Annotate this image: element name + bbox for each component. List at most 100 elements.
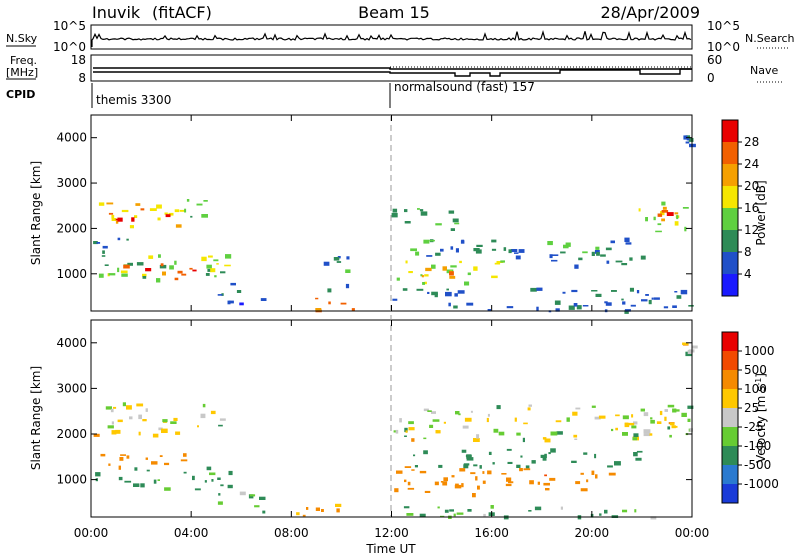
- range-gate-cell: [473, 266, 478, 271]
- power-y-axis: 1000 2000 3000 4000: [56, 131, 692, 281]
- range-gate-cell: [487, 309, 491, 311]
- range-gate-cell: [321, 509, 324, 512]
- echo-region-10: [391, 208, 460, 231]
- range-gate-cell: [604, 301, 608, 304]
- echo-region-9: [323, 256, 351, 293]
- range-gate-cell: [106, 202, 114, 205]
- range-gate-cell: [628, 422, 635, 426]
- echo-region-3: [145, 453, 188, 466]
- range-gate-cell: [423, 437, 427, 440]
- echo-region-16: [638, 201, 689, 233]
- range-gate-cell: [396, 470, 403, 474]
- range-gate-cell: [405, 430, 408, 433]
- nsky-trace: [91, 29, 692, 47]
- range-gate-cell: [206, 264, 212, 269]
- x-tick-label: 08:00: [274, 526, 309, 540]
- range-gate-cell: [180, 459, 188, 462]
- y-tick-label: 4000: [56, 336, 87, 350]
- nsky-tick-bottom: 10^0: [53, 40, 86, 54]
- range-gate-cell: [631, 414, 634, 418]
- range-gate-cell: [443, 421, 446, 424]
- range-gate-cell: [190, 215, 193, 218]
- range-gate-cell: [671, 425, 676, 429]
- range-gate-cell: [159, 455, 163, 457]
- range-gate-cell: [670, 422, 675, 426]
- range-gate-cell: [607, 465, 613, 468]
- range-gate-cell: [615, 260, 623, 263]
- range-gate-cell: [200, 413, 206, 419]
- nsearch-tick-top: 10^5: [707, 19, 740, 33]
- range-gate-cell: [547, 241, 553, 246]
- range-gate-cell: [643, 412, 649, 417]
- range-gate-cell: [158, 427, 163, 431]
- range-gate-cell: [580, 488, 588, 492]
- freq-panel: [90, 54, 693, 82]
- range-gate-cell: [162, 271, 166, 276]
- range-gate-cell: [676, 295, 682, 299]
- colorbar-swatch: [722, 408, 738, 428]
- range-gate-cell: [687, 418, 691, 422]
- range-gate-cell: [102, 245, 108, 249]
- range-gate-cell: [335, 503, 342, 507]
- range-gate-cell: [404, 427, 408, 433]
- colorbar-swatch: [722, 186, 738, 209]
- range-gate-cell: [453, 305, 458, 309]
- velocity-y-axis: 1000 2000 3000 4000: [56, 336, 692, 487]
- range-gate-cell: [416, 288, 424, 291]
- range-gate-cell: [664, 409, 668, 412]
- range-gate-cell: [653, 297, 660, 300]
- range-gate-cell: [148, 255, 154, 259]
- y-tick-label: 2000: [56, 427, 87, 441]
- range-gate-cell: [630, 304, 636, 307]
- range-gate-cell: [216, 263, 219, 265]
- range-gate-cell: [450, 265, 457, 268]
- range-gate-cell: [126, 455, 130, 459]
- nsearch-tick-bottom: 10^0: [707, 40, 740, 54]
- range-gate-cell: [463, 464, 469, 469]
- range-gate-cell: [645, 217, 648, 222]
- echo-region-5: [201, 254, 232, 267]
- range-gate-cell: [662, 206, 667, 210]
- range-gate-cell: [622, 509, 628, 513]
- range-gate-cell: [156, 278, 161, 283]
- range-gate-cell: [449, 275, 456, 279]
- range-gate-cell: [661, 201, 666, 206]
- colorbar-swatch: [722, 274, 738, 297]
- range-gate-cell: [487, 470, 492, 475]
- range-gate-cell: [419, 470, 427, 474]
- x-tick-label: 20:00: [575, 526, 610, 540]
- range-gate-cell: [131, 217, 135, 222]
- range-gate-cell: [475, 476, 478, 481]
- range-gate-cell: [425, 267, 432, 272]
- range-gate-cell: [624, 422, 630, 428]
- nave-tick-top: 60: [707, 53, 722, 67]
- colorbar-tick-label: 500: [744, 363, 767, 377]
- range-gate-cell: [599, 513, 602, 516]
- range-gate-cell: [622, 432, 628, 436]
- range-gate-cell: [117, 217, 123, 222]
- range-gate-cell: [549, 477, 556, 481]
- range-gate-cell: [669, 434, 672, 438]
- range-gate-cell: [239, 491, 246, 496]
- range-gate-cell: [640, 408, 645, 412]
- range-gate-cell: [213, 259, 219, 262]
- nsky-tick-top: 10^5: [53, 19, 86, 33]
- range-gate-cell: [404, 479, 407, 483]
- range-gate-cell: [629, 287, 634, 292]
- range-gate-cell: [540, 454, 547, 458]
- range-gate-cell: [227, 300, 231, 305]
- range-gate-cell: [169, 265, 174, 270]
- range-gate-cell: [205, 273, 210, 276]
- range-gate-cell: [423, 450, 428, 455]
- range-gate-cell: [159, 264, 167, 269]
- range-gate-cell: [477, 485, 480, 490]
- range-gate-cell: [689, 428, 693, 432]
- colorbar-swatch: [722, 446, 738, 466]
- range-gate-cell: [667, 404, 675, 408]
- range-gate-cell: [591, 405, 596, 408]
- range-gate-cell: [411, 469, 415, 471]
- range-gate-cell: [643, 429, 651, 434]
- range-gate-cell: [105, 406, 112, 410]
- range-gate-cell: [629, 257, 633, 261]
